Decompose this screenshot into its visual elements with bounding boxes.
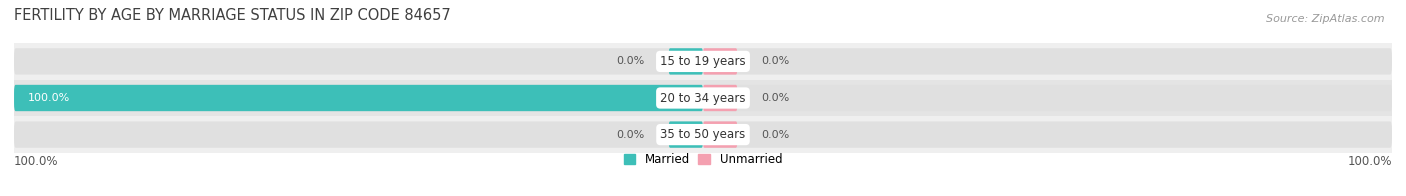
Text: 0.0%: 0.0% — [616, 130, 644, 140]
Text: FERTILITY BY AGE BY MARRIAGE STATUS IN ZIP CODE 84657: FERTILITY BY AGE BY MARRIAGE STATUS IN Z… — [14, 8, 451, 23]
FancyBboxPatch shape — [669, 121, 703, 148]
Text: 20 to 34 years: 20 to 34 years — [661, 92, 745, 104]
Legend: Married, Unmarried: Married, Unmarried — [619, 149, 787, 171]
FancyBboxPatch shape — [669, 48, 703, 75]
Text: 35 to 50 years: 35 to 50 years — [661, 128, 745, 141]
Text: 0.0%: 0.0% — [616, 56, 644, 66]
Bar — [14, 116, 1392, 153]
FancyBboxPatch shape — [703, 85, 738, 111]
Text: 0.0%: 0.0% — [762, 56, 790, 66]
FancyBboxPatch shape — [14, 48, 1392, 75]
Text: 15 to 19 years: 15 to 19 years — [661, 55, 745, 68]
FancyBboxPatch shape — [703, 48, 738, 75]
Bar — [14, 43, 1392, 80]
Text: Source: ZipAtlas.com: Source: ZipAtlas.com — [1267, 14, 1385, 24]
FancyBboxPatch shape — [14, 85, 703, 111]
Text: 100.0%: 100.0% — [28, 93, 70, 103]
Bar — [14, 80, 1392, 116]
FancyBboxPatch shape — [14, 121, 1392, 148]
Text: 0.0%: 0.0% — [762, 130, 790, 140]
Text: 100.0%: 100.0% — [1347, 155, 1392, 168]
Text: 0.0%: 0.0% — [762, 93, 790, 103]
FancyBboxPatch shape — [703, 121, 738, 148]
Text: 100.0%: 100.0% — [14, 155, 59, 168]
FancyBboxPatch shape — [14, 85, 1392, 111]
